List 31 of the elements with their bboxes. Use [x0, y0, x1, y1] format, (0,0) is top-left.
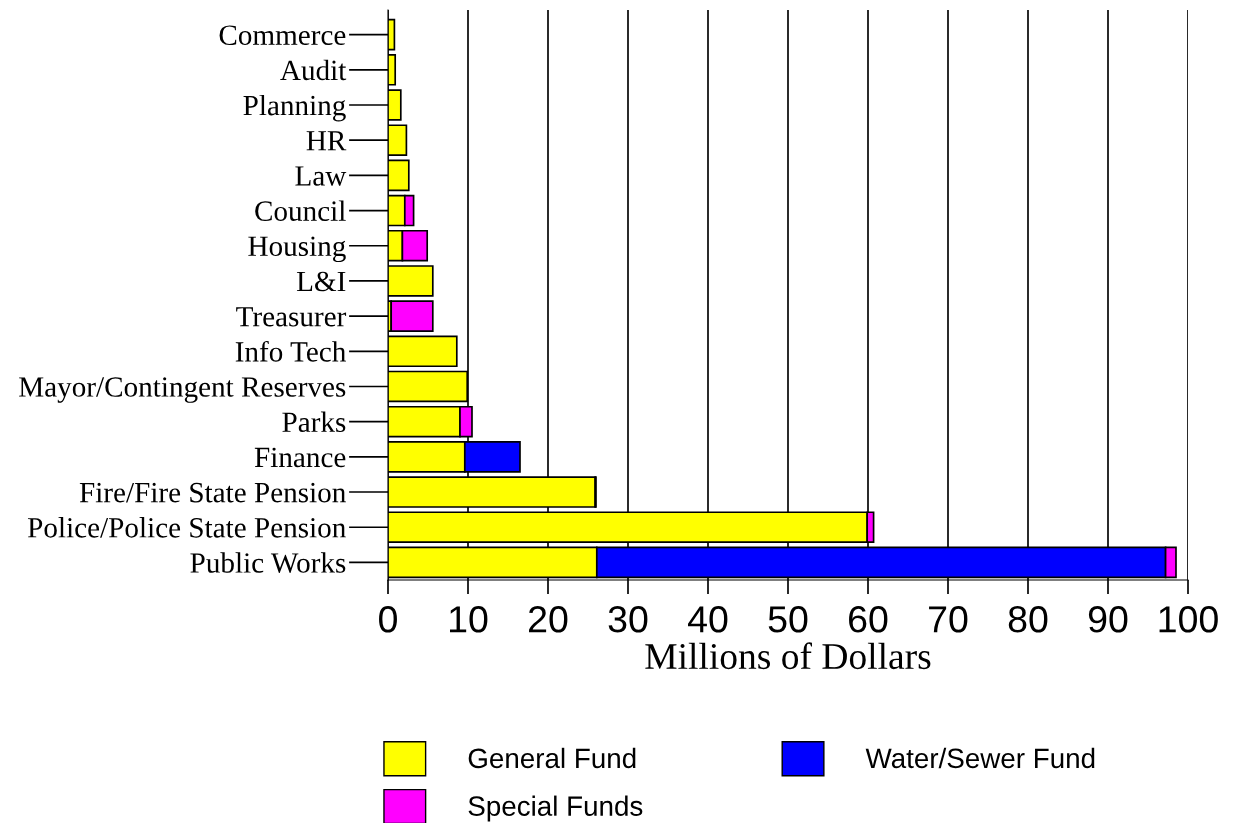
- x-tick-label: 70: [929, 605, 968, 633]
- x-tick-label: 50: [768, 605, 808, 633]
- y-tick-label: Public Works: [190, 552, 346, 573]
- y-tick-label: Mayor/Contingent Reserves: [19, 377, 346, 403]
- x-tick-label: 90: [1088, 605, 1128, 633]
- x-tick-label: 30: [608, 605, 648, 633]
- y-tick-label: Council: [255, 200, 346, 221]
- x-tick-label: 20: [529, 605, 568, 633]
- x-tick-label: 60: [849, 605, 888, 633]
- x-tick-label: 0: [379, 605, 397, 633]
- x-tick-label: 100: [1159, 605, 1218, 633]
- legend-label: Special Funds: [468, 795, 643, 822]
- y-tick-label: Housing: [248, 236, 346, 263]
- y-tick-label: HR: [306, 131, 347, 151]
- y-tick-label: Audit: [280, 59, 347, 81]
- y-tick-label: Info Tech: [235, 340, 346, 362]
- y-tick-label: Parks: [282, 411, 346, 433]
- y-tick-label: Commerce: [219, 25, 346, 46]
- y-tick-label: Finance: [254, 447, 346, 468]
- x-tick-label: 40: [688, 605, 728, 633]
- y-tick-label: Planning: [243, 94, 346, 122]
- y-tick-label: Police/Police State Pension: [27, 517, 346, 538]
- y-tick-label: Fire/Fire State Pension: [79, 482, 346, 503]
- x-tick-label: 10: [450, 605, 488, 633]
- y-tick-label: Treasurer: [236, 307, 347, 327]
- legend-label: General Fund: [468, 747, 636, 769]
- y-tick-label: L&I: [296, 271, 346, 292]
- x-axis-title: Millions of Dollars: [645, 642, 931, 670]
- legend-label: Water/Sewer Fund: [865, 747, 1095, 769]
- y-tick-label: Law: [295, 166, 347, 186]
- x-tick-label: 80: [1008, 605, 1048, 633]
